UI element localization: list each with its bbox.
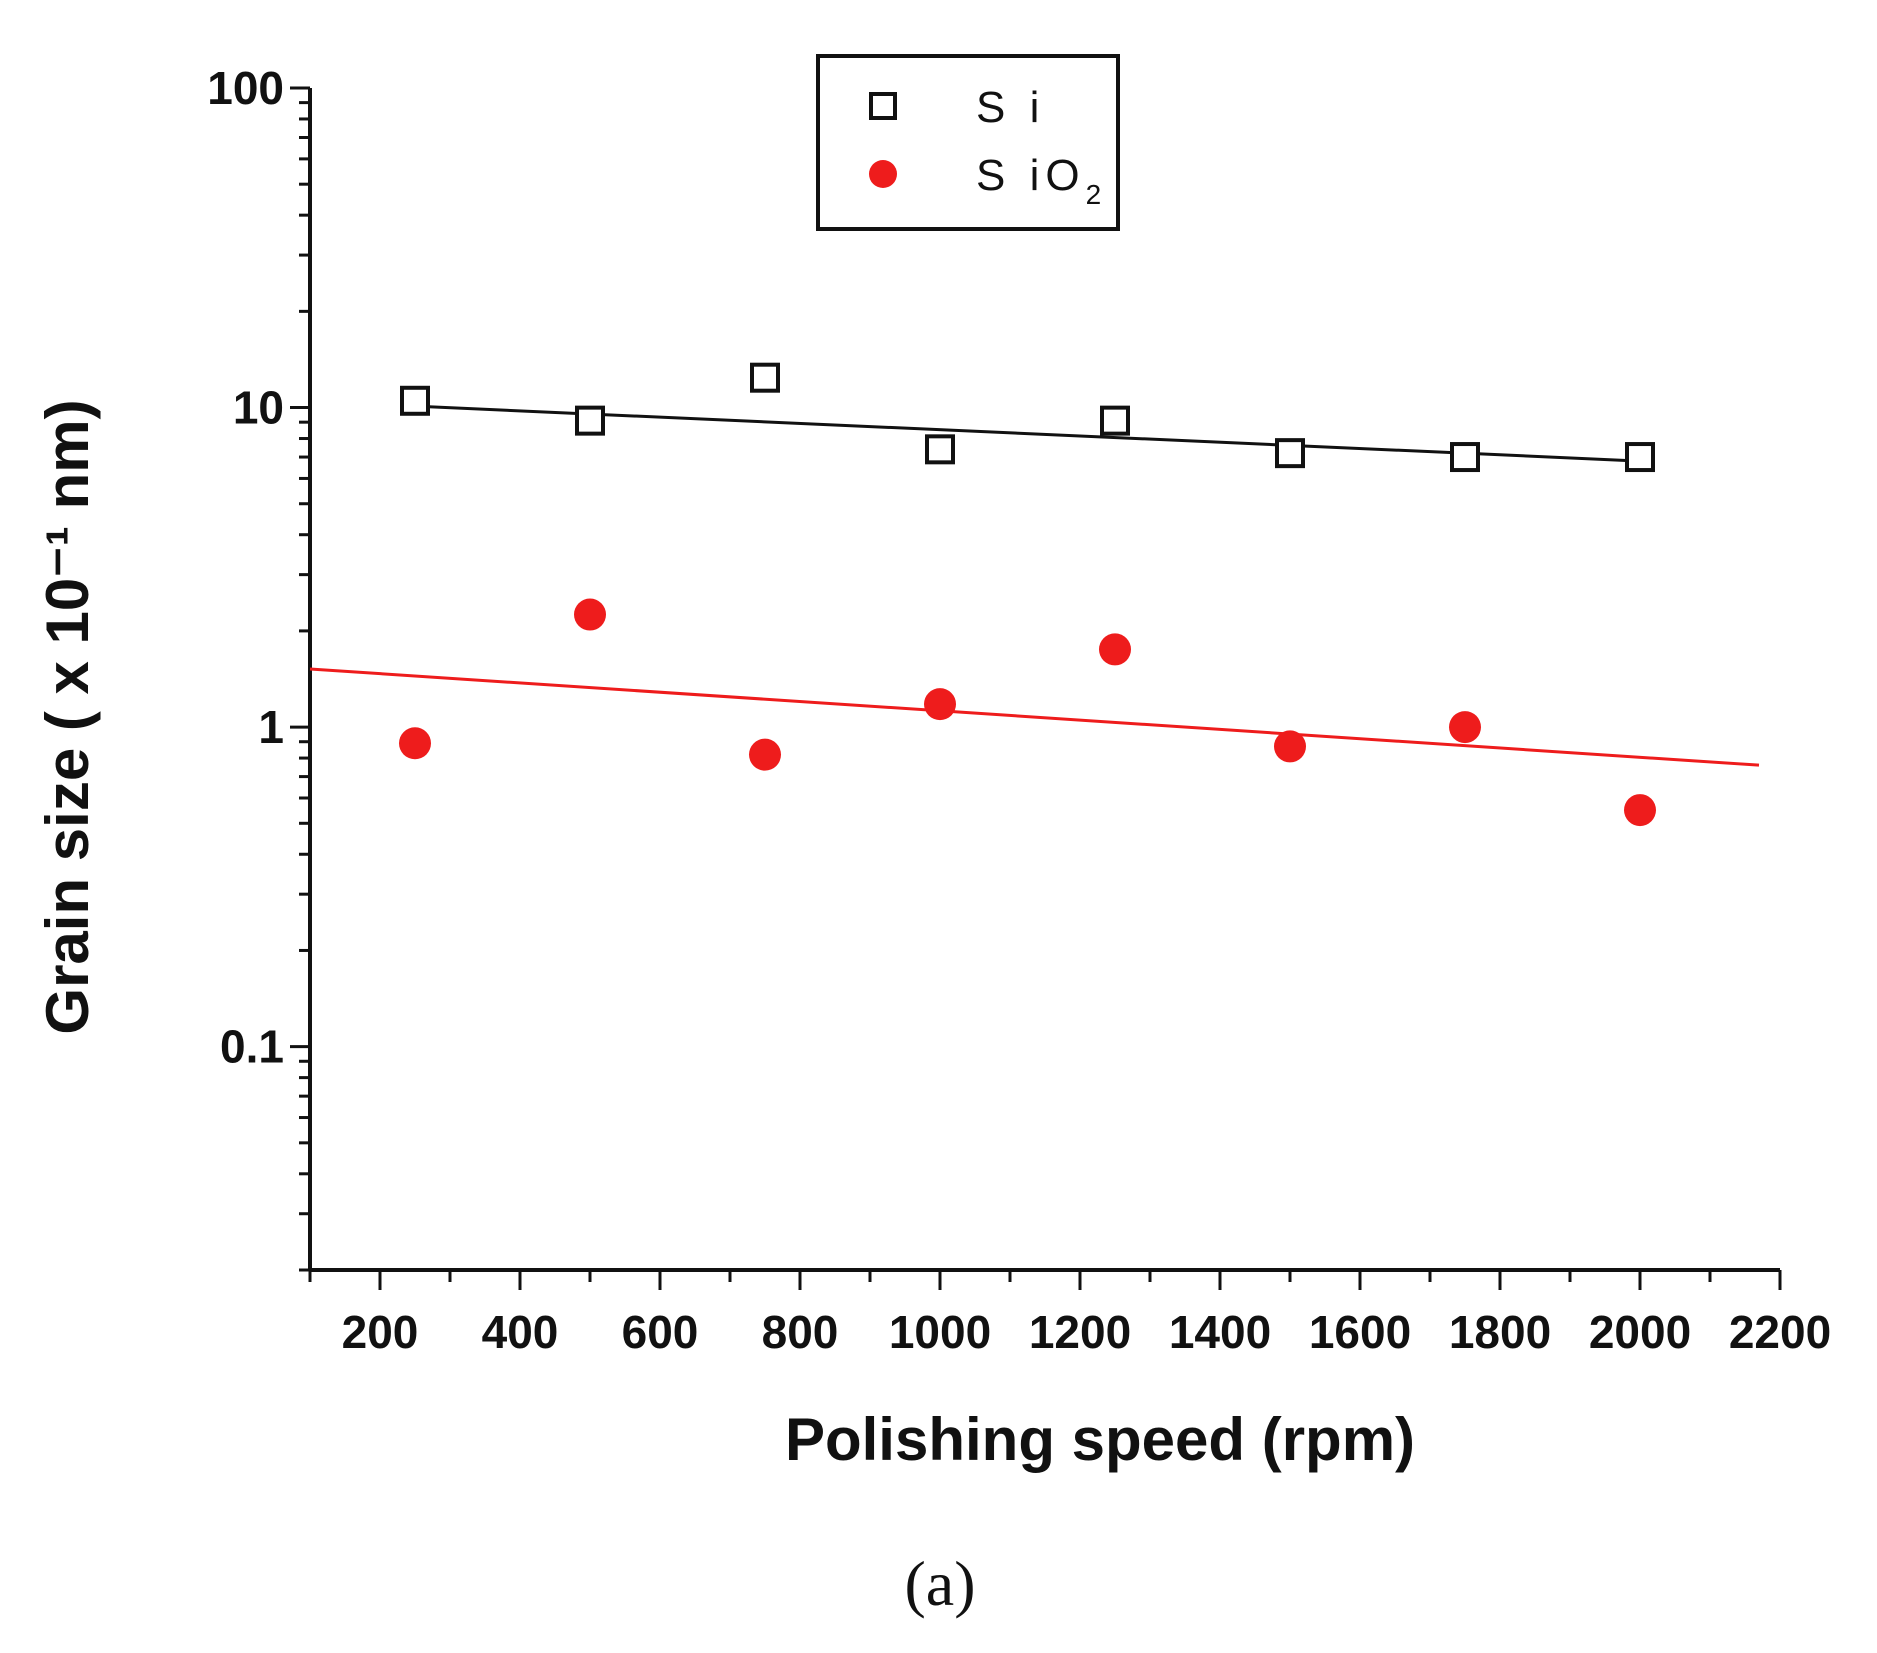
sio2-point [749, 738, 781, 771]
sio2-point [1099, 633, 1131, 666]
x-tick-label: 1000 [889, 1306, 991, 1358]
sio2-point [1449, 711, 1481, 744]
y-tick-label: 10 [233, 382, 284, 434]
si-point [1625, 442, 1655, 473]
si-point [1450, 442, 1480, 473]
x-tick-label: 1200 [1029, 1306, 1131, 1358]
si-point [1275, 438, 1305, 469]
sio2-point [1624, 794, 1656, 827]
series-layer [309, 362, 1760, 827]
x-tick-label: 400 [482, 1306, 559, 1358]
x-tick-label: 1800 [1449, 1306, 1551, 1358]
x-tick-label: 2200 [1729, 1306, 1831, 1358]
si-point [575, 405, 605, 436]
sio2-point [924, 688, 956, 721]
axes: 200 400 600 800 1000 1200 1400 1600 1800 2000 2200… [207, 62, 1831, 1358]
si-fit-line [414, 404, 1641, 463]
x-tick-label: 600 [622, 1306, 699, 1358]
y-axis-title: Grain size ( x 10⁻¹ nm) [34, 399, 101, 1034]
si-point [750, 362, 780, 393]
x-tick-label: 1600 [1309, 1306, 1411, 1358]
x-tick-label: 800 [762, 1306, 839, 1358]
x-tick-label: 2000 [1589, 1306, 1691, 1358]
si-point [1100, 405, 1130, 436]
x-tick-label: 1400 [1169, 1306, 1271, 1358]
figure-caption: (a) [904, 1548, 975, 1619]
sio2-fit-line [309, 667, 1760, 767]
si-point [925, 434, 955, 465]
x-axis-title: Polishing speed (rpm) [785, 1406, 1415, 1473]
sio2-point [399, 727, 431, 760]
legend-marker-si [869, 92, 897, 120]
legend-label-si: S i [976, 83, 1045, 132]
legend-box [816, 54, 1120, 231]
si-point [400, 385, 430, 416]
sio2-point [1274, 730, 1306, 763]
sio2-point [574, 598, 606, 631]
y-tick-label: 100 [207, 62, 284, 114]
legend-label-subscript: 2 [1086, 179, 1108, 210]
legend-marker-sio2 [869, 160, 897, 188]
y-tick-label: 0.1 [220, 1021, 284, 1073]
y-tick-label: 1 [258, 701, 284, 753]
x-tick-label: 200 [342, 1306, 419, 1358]
legend: S iS iO2 [816, 54, 1120, 231]
